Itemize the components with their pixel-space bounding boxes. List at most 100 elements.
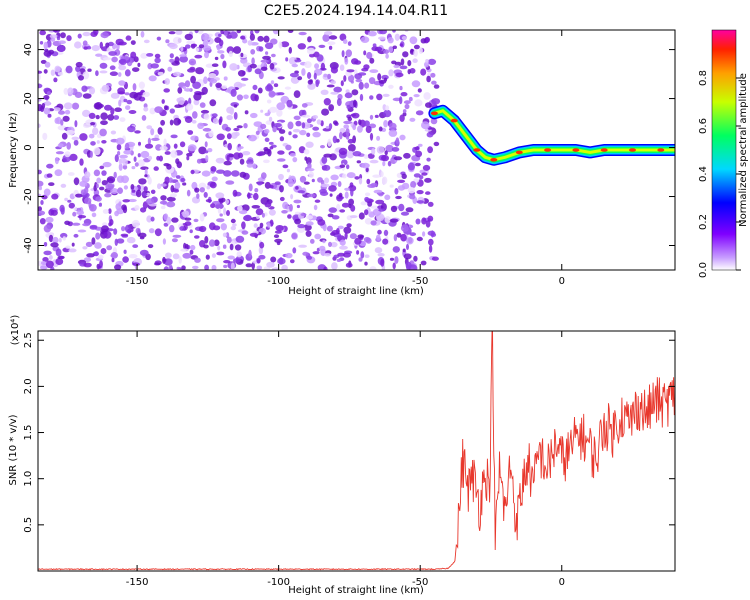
noise-speckle [287,214,292,219]
snr-frame [37,330,676,572]
noise-speckle [327,213,334,218]
noise-speckle [130,51,137,59]
noise-speckle [240,52,244,58]
noise-speckle [157,183,162,190]
colorbar: 0.0 0.2 0.4 0.6 0.8 Normalized spectral ampl… [698,29,749,278]
noise-speckle [364,218,373,225]
noise-speckle [197,30,204,35]
noise-speckle [306,255,313,260]
noise-speckle [113,228,118,235]
noise-speckle [257,35,264,42]
noise-speckle [157,127,163,135]
noise-speckle [371,148,376,155]
noise-speckle [352,151,362,157]
snr-panel: -150 -100 -50 0 0.5 1.0 1.5 2.0 2.5 Height of st… [8,315,676,596]
noise-speckle [166,196,176,202]
noise-speckle [82,40,88,46]
noise-speckle [402,248,406,253]
noise-speckle [231,170,240,177]
noise-speckle [153,166,159,171]
noise-speckle [384,194,391,201]
noise-speckle [297,224,306,229]
y-tick-label: -40 [23,237,34,253]
noise-speckle [301,122,306,129]
noise-speckle [38,206,42,212]
noise-speckle [194,187,200,193]
noise-speckle [172,253,180,260]
noise-speckle [125,35,132,41]
noise-speckle [91,212,97,218]
noise-speckle [259,241,265,249]
noise-speckle [317,219,326,226]
noise-speckle [261,212,265,218]
noise-speckle [174,56,180,65]
noise-speckle [203,113,210,120]
noise-speckle [433,84,440,89]
noise-speckle [330,80,337,85]
noise-speckle [320,62,326,71]
noise-speckle [208,73,217,79]
noise-speckle [350,189,354,197]
noise-speckle [395,72,404,78]
noise-speckle [114,264,122,270]
noise-speckle [347,138,354,144]
noise-speckle [393,64,400,69]
noise-speckle [148,228,155,234]
noise-speckle [269,106,278,113]
noise-speckle [68,248,77,253]
noise-speckle [291,233,298,239]
noise-speckle [62,115,70,122]
noise-speckle [43,242,48,247]
noise-speckle [170,134,178,139]
noise-speckle [57,143,64,148]
noise-speckle [302,251,309,256]
noise-speckle [376,93,383,101]
noise-speckle [299,175,307,183]
noise-speckle [192,81,202,90]
spectrogram-frame [37,29,676,271]
noise-speckle [266,99,272,104]
noise-speckle [105,183,114,191]
noise-speckle [104,104,112,111]
noise-speckle [165,39,170,44]
noise-speckle [409,36,418,45]
noise-speckle [406,243,409,250]
noise-speckle [102,57,112,61]
noise-speckle [395,137,400,145]
noise-speckle [329,153,337,161]
noise-speckle [171,238,178,243]
noise-speckle [344,232,348,240]
noise-speckle [121,226,126,232]
noise-speckle [289,204,293,212]
noise-speckle [300,213,307,217]
noise-speckle [426,75,431,83]
noise-speckle [380,258,385,267]
noise-speckle [272,125,277,133]
noise-speckle [83,262,92,268]
noise-speckle [278,173,284,181]
noise-speckle [341,202,350,208]
noise-speckle [150,63,159,69]
noise-speckle [326,225,333,232]
noise-speckle [317,177,323,183]
noise-speckle [306,132,311,137]
noise-speckle [223,260,231,264]
noise-speckle [240,57,248,64]
noise-speckle [139,249,149,256]
noise-speckle [430,72,436,78]
noise-speckle [54,157,59,165]
noise-speckle [226,133,232,140]
noise-speckle [202,45,212,51]
noise-speckle [281,210,288,214]
noise-speckle [245,263,253,268]
noise-speckle [170,193,177,198]
noise-speckle [116,238,125,244]
noise-speckle [199,187,205,193]
noise-speckle [48,255,53,260]
noise-speckle [179,55,188,63]
spectrogram-ylabel: Frequency (Hz) [8,112,19,188]
noise-speckle [223,160,232,166]
noise-speckle [171,217,179,223]
noise-speckle [168,177,173,183]
noise-speckle [364,254,370,258]
